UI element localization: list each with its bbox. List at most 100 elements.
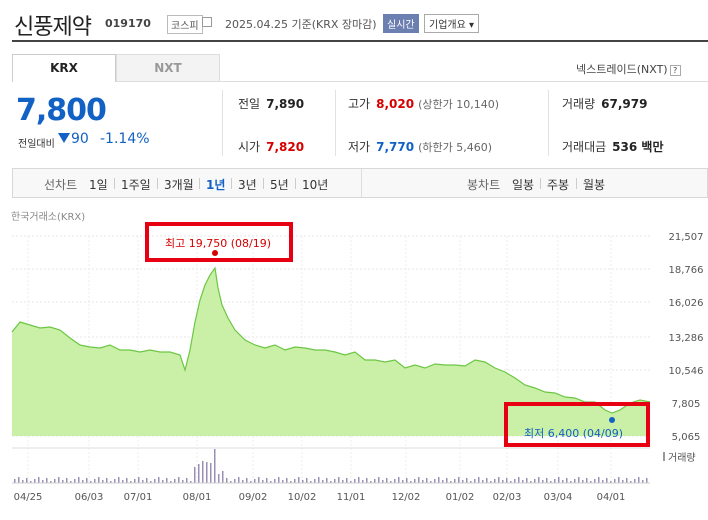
period-10y[interactable]: 10년 (302, 178, 329, 192)
volume-bar (230, 481, 232, 483)
volume-bar (234, 479, 236, 483)
volume-bar (558, 477, 560, 483)
volume-bar (330, 481, 332, 483)
volume-bar (618, 477, 620, 483)
volume-bar (118, 477, 120, 483)
volume-bar (14, 479, 16, 483)
volume-bar (174, 479, 176, 483)
volume-bar (458, 477, 460, 483)
separator (231, 178, 232, 189)
separator (576, 178, 577, 189)
volume-bar (122, 480, 124, 483)
volume-bar (486, 478, 488, 483)
volume-bar (538, 477, 540, 483)
volume-bar (198, 464, 200, 483)
volume-bar (562, 480, 564, 483)
tab-nxt[interactable]: NXT (116, 54, 220, 82)
volume-bar (210, 463, 212, 483)
volume-bar (166, 478, 168, 483)
volume-bar (250, 481, 252, 483)
volume-bar (382, 480, 384, 483)
x-tick-label: 04/25 (14, 492, 43, 503)
volume-bar (474, 479, 476, 483)
volume-bar (54, 479, 56, 483)
volume-bar (30, 481, 32, 483)
period-1w[interactable]: 1주일 (121, 178, 151, 192)
volume-bar (274, 479, 276, 483)
volume-bar (62, 480, 64, 483)
volume-bar (78, 477, 80, 483)
price-area (12, 268, 650, 436)
volume-bars (14, 449, 648, 483)
nextrade-link[interactable]: 넥스트레이드(NXT)? (576, 61, 681, 77)
volume-bar (530, 481, 532, 483)
realtime-button[interactable]: 실시간 (383, 14, 419, 33)
stat-label: 시가 (238, 140, 261, 154)
x-tick-label: 04/01 (597, 492, 626, 503)
candle-weekly[interactable]: 주봉 (547, 178, 570, 192)
period-1y[interactable]: 1년 (206, 178, 226, 192)
stat-label: 고가 (348, 97, 371, 111)
x-tick-label: 08/01 (183, 492, 212, 503)
volume-bar (86, 478, 88, 483)
volume-bar (434, 479, 436, 483)
volume-bar (494, 479, 496, 483)
volume-bar (406, 478, 408, 483)
volume-bar (566, 478, 568, 483)
volume-bar (190, 481, 192, 483)
stat-value: 7,770 (376, 140, 415, 154)
candle-daily[interactable]: 일봉 (512, 178, 535, 192)
volume-bar (390, 481, 392, 483)
volume-bar (162, 480, 164, 483)
volume-bar (586, 478, 588, 483)
volume-bar (522, 480, 524, 483)
volume-bar (438, 477, 440, 483)
volume-bar (90, 481, 92, 483)
period-5y[interactable]: 5년 (270, 178, 289, 192)
help-icon[interactable]: ? (669, 65, 681, 76)
volume-bar (326, 478, 328, 483)
volume-bar (430, 481, 432, 483)
volume-bar (26, 478, 28, 483)
low-highlight-box (504, 402, 650, 447)
volume-bar (278, 477, 280, 483)
exchange-tabs: KRX NXT (12, 54, 220, 82)
volume-bar (442, 480, 444, 483)
volume-bar (366, 478, 368, 483)
volume-bar (150, 481, 152, 483)
x-tick-label: 12/02 (392, 492, 421, 503)
volume-bar (214, 449, 216, 483)
volume-bar (542, 480, 544, 483)
period-3y[interactable]: 3년 (238, 178, 257, 192)
volume-bar (646, 478, 648, 483)
volume-bar (554, 479, 556, 483)
x-tick-label: 09/02 (239, 492, 268, 503)
volume-bar (478, 477, 480, 483)
volume-bar (526, 478, 528, 483)
company-overview-dropdown[interactable]: 기업개요 ▾ (424, 14, 479, 33)
y-tick-label: 7,805 (672, 399, 701, 410)
candle-chart-label: 봉차트 (467, 178, 501, 192)
volume-bar (598, 477, 600, 483)
volume-bar (322, 480, 324, 483)
volume-bar (106, 478, 108, 483)
volume-bar (354, 479, 356, 483)
calendar-icon (202, 17, 212, 27)
period-3m[interactable]: 3개월 (164, 178, 194, 192)
tab-krx[interactable]: KRX (12, 54, 116, 82)
y-tick-label: 5,065 (672, 432, 701, 443)
volume-bar (182, 480, 184, 483)
volume-bar (202, 461, 204, 483)
volume-bar (46, 478, 48, 483)
volume-bar (574, 479, 576, 483)
volume-bar (206, 462, 208, 483)
bar-divider (361, 169, 362, 197)
volume-bar (358, 477, 360, 483)
y-axis-labels: 21,507 18,766 16,026 13,286 10,546 7,805 5,065 (669, 232, 704, 443)
volume-bar (398, 477, 400, 483)
period-1d[interactable]: 1일 (89, 178, 108, 192)
volume-bar (58, 477, 60, 483)
candle-monthly[interactable]: 월봉 (583, 178, 606, 192)
stock-code: 019170 (105, 17, 151, 30)
